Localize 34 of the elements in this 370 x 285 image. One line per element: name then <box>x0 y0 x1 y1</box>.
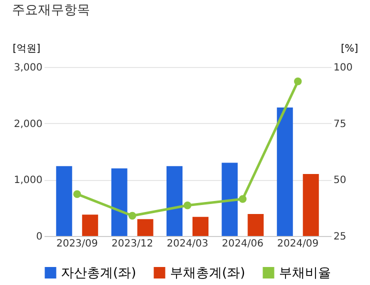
y-tick-label: 1,000 <box>14 175 42 186</box>
point <box>238 195 247 203</box>
y2-axis-title: [%] <box>340 44 358 54</box>
legend-label: 부채총계(좌) <box>170 266 246 281</box>
bar <box>302 174 319 236</box>
y-axis-title: [억원] <box>12 44 40 54</box>
y2-tick-label: 100 <box>334 62 353 74</box>
bar <box>56 166 72 236</box>
point <box>184 201 192 210</box>
point <box>73 190 81 198</box>
bar <box>192 216 208 236</box>
point <box>294 78 302 86</box>
bar <box>276 108 293 236</box>
x-tick-label: 2024/09 <box>277 238 319 250</box>
chart-title: 주요재무항목 <box>12 3 90 18</box>
legend-label: 자산총계(좌) <box>61 266 136 281</box>
bar <box>82 214 98 236</box>
bar <box>137 219 154 236</box>
y2-tick-label: 50 <box>334 175 346 186</box>
y-tick-label: 3,000 <box>14 62 42 74</box>
bar <box>222 162 238 236</box>
x-tick-label: 2024/03 <box>166 238 208 250</box>
legend-label: 부채비율 <box>279 266 331 281</box>
bar <box>248 214 264 236</box>
bar <box>166 166 183 236</box>
y-tick-label: 0 <box>36 232 42 242</box>
bar <box>111 168 128 236</box>
x-tick-label: 2023/09 <box>56 238 98 250</box>
x-tick-label: 2023/12 <box>112 238 154 250</box>
y2-tick-label: 75 <box>334 118 346 130</box>
point <box>128 212 136 220</box>
x-tick-label: 2024/06 <box>222 238 264 250</box>
y2-tick-label: 25 <box>334 232 346 242</box>
y-tick-label: 2,000 <box>14 118 42 130</box>
